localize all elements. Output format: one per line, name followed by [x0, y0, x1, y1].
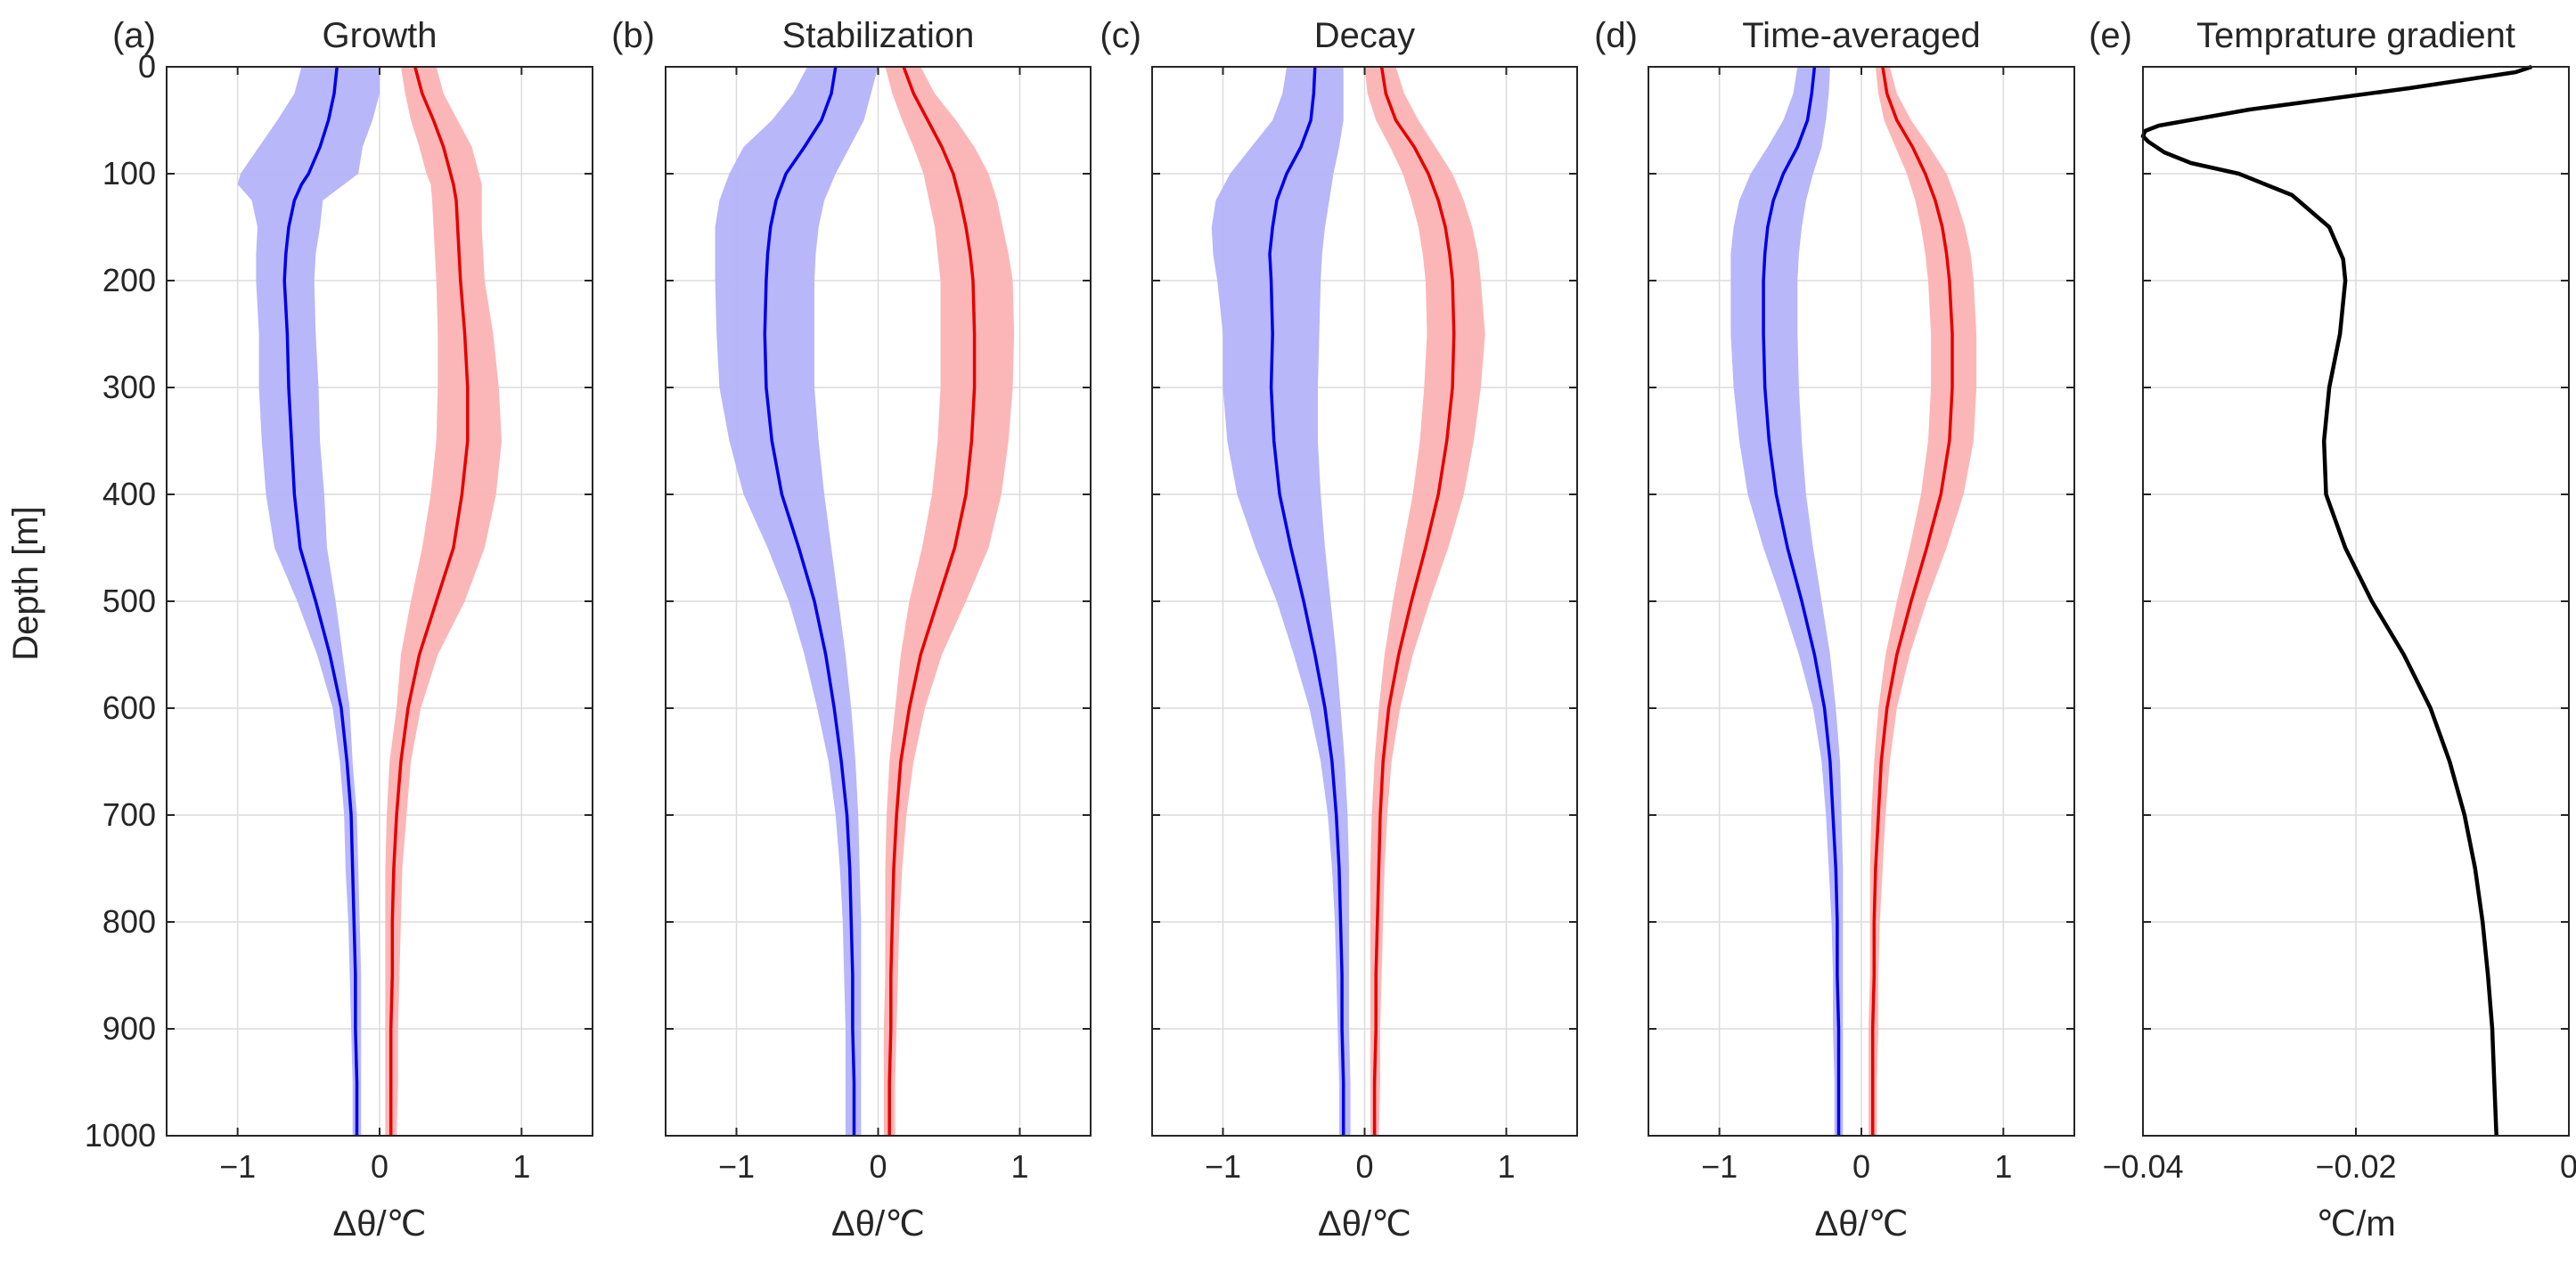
y-tick-label: 300	[102, 369, 156, 405]
x-tick-label: −1	[1701, 1148, 1738, 1185]
panel-tag: (b)	[611, 16, 655, 55]
panel-b: −1 0 1 Δθ/℃ Stabilization (b)	[611, 16, 1092, 1244]
x-tick-label: −1	[1205, 1148, 1241, 1185]
panel-title: Decay	[1314, 16, 1415, 55]
cold-anomaly-band	[1730, 67, 1844, 1136]
panel-title: Temprature gradient	[2196, 16, 2515, 55]
x-tick-label: 1	[1497, 1148, 1515, 1185]
cold-anomaly-line	[282, 66, 359, 1136]
cold-anomaly-band	[715, 67, 879, 1136]
y-tick-label: 800	[102, 903, 156, 940]
y-axis-label: Depth [m]	[6, 506, 45, 660]
cold-anomaly-line	[1762, 66, 1841, 1136]
cold-anomaly-line	[1268, 66, 1345, 1136]
warm-anomaly-band	[883, 67, 1015, 1136]
x-tick-label: 0	[1852, 1148, 1870, 1185]
cold-anomaly-line	[763, 66, 856, 1136]
x-tick-label: −1	[219, 1148, 256, 1185]
x-tick-label: 1	[512, 1148, 530, 1185]
y-tick-label: 400	[102, 476, 156, 512]
grid	[1648, 66, 2074, 1137]
grid	[167, 66, 593, 1137]
y-tick-label: 700	[102, 796, 156, 833]
temperature-gradient-line	[2140, 64, 2532, 1137]
x-axis-label: ℃/m	[2316, 1204, 2395, 1244]
warm-anomaly-line	[1870, 66, 1954, 1136]
x-axis-label: Δθ/℃	[1318, 1204, 1411, 1244]
y-tick-label: 500	[102, 583, 156, 619]
x-axis-label: Δθ/℃	[1815, 1204, 1909, 1244]
y-tick-label: 0	[138, 48, 156, 85]
x-tick-label: 1	[1010, 1148, 1028, 1185]
cold-anomaly-band	[237, 67, 380, 1136]
warm-anomaly-line	[1372, 66, 1456, 1136]
panel-tag: (d)	[1594, 16, 1638, 55]
y-tick-label: 100	[102, 155, 156, 192]
x-tick-label: 0	[1355, 1148, 1373, 1185]
y-tick-label: 900	[102, 1010, 156, 1047]
panel-tag: (a)	[112, 16, 156, 55]
panel-title: Stabilization	[782, 16, 975, 55]
x-tick-label: −0.04	[2102, 1148, 2183, 1185]
x-tick-label: 0	[371, 1148, 388, 1185]
warm-anomaly-line	[887, 66, 977, 1136]
panel-title: Time-averaged	[1742, 16, 1981, 55]
warm-anomaly-line	[388, 66, 470, 1136]
panel-a: 0 100 200 300 400 500 600 700 800 900 1000 −1 0 1 Δθ/℃…	[85, 16, 593, 1244]
panel-e: −0.04 −0.02 0 ℃/m Temprature gradient (e)	[2089, 16, 2576, 1244]
x-tick-label: 1	[1994, 1148, 2012, 1185]
warm-anomaly-band	[385, 67, 502, 1136]
y-tick-label: 200	[102, 262, 156, 298]
x-tick-label: 0	[869, 1148, 887, 1185]
cold-anomaly-band	[1211, 67, 1351, 1136]
x-axis-label: Δθ/℃	[831, 1204, 925, 1244]
panel-d: −1 0 1 Δθ/℃ Time-averaged (d)	[1594, 16, 2075, 1244]
panel-tag: (c)	[1100, 16, 1141, 55]
x-axis-label: Δθ/℃	[333, 1204, 427, 1244]
panel-tag: (e)	[2089, 16, 2132, 55]
x-tick-label: −1	[718, 1148, 755, 1185]
panel-c: −1 0 1 Δθ/℃ Decay (c)	[1100, 16, 1578, 1244]
y-tick-label: 600	[102, 689, 156, 726]
panel-title: Growth	[323, 16, 438, 55]
grid	[2142, 66, 2570, 1137]
x-tick-label: −0.02	[2315, 1148, 2396, 1185]
y-tick-label: 1000	[85, 1117, 156, 1154]
x-tick-label: 0	[2560, 1148, 2576, 1185]
warm-anomaly-band	[1869, 67, 1977, 1136]
